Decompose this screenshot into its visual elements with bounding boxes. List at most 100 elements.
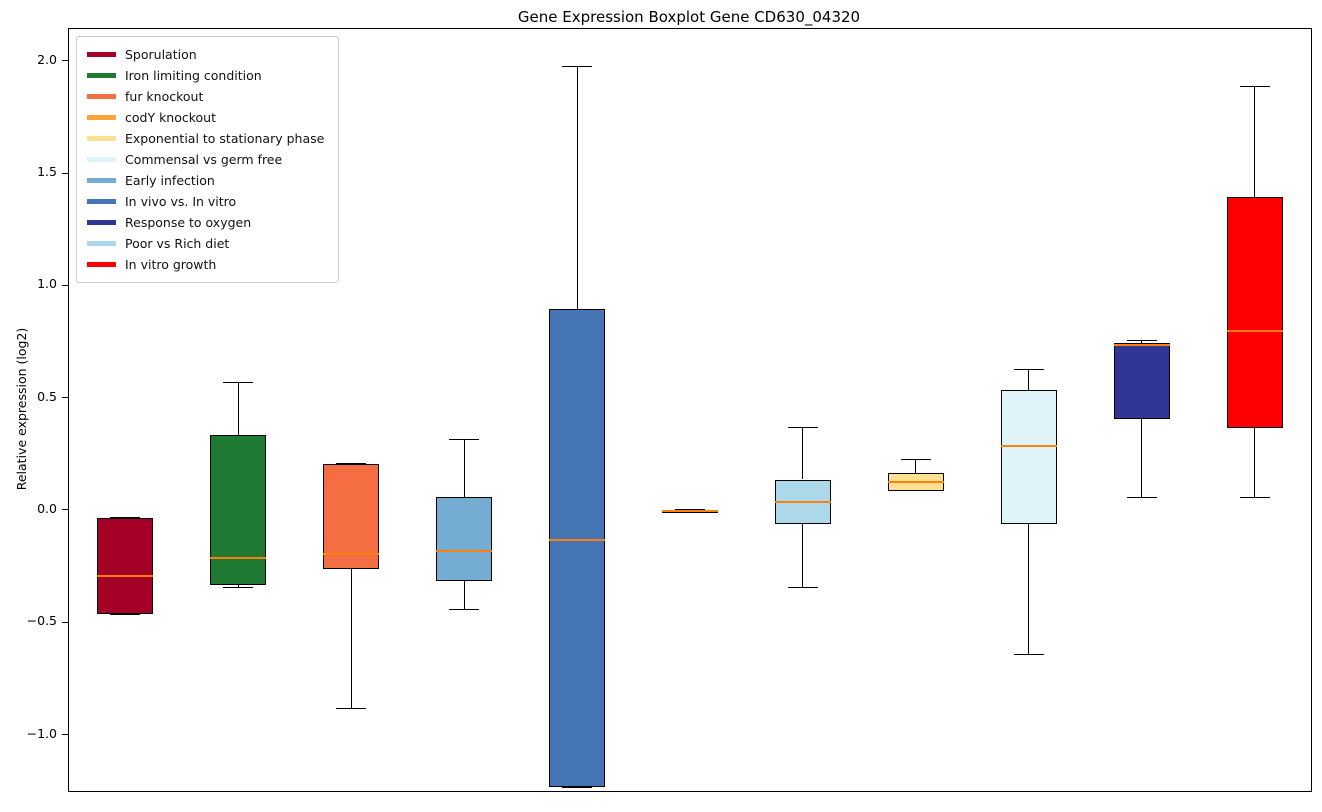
median-line [323,552,380,555]
box [323,463,380,570]
whisker-line [802,524,804,588]
legend-item: Exponential to stationary phase [87,128,324,149]
median-line [549,539,606,542]
whisker-cap [110,613,141,615]
legend-label: In vitro growth [125,257,217,272]
median-line [1226,330,1283,333]
legend-swatch [87,241,116,246]
legend-item: In vitro growth [87,254,324,275]
box [1113,342,1170,419]
legend-label: fur knockout [125,89,204,104]
whisker-cap [787,427,818,429]
whisker-cap [787,586,818,588]
whisker-line [237,382,239,435]
whisker-line [237,585,239,588]
whisker-cap [900,490,931,492]
legend-label: Exponential to stationary phase [125,131,325,146]
whisker-cap [1239,85,1270,87]
whisker-cap [900,458,931,460]
y-tick-mark [62,60,68,62]
whisker-line [576,66,578,309]
median-line [210,557,267,560]
legend-label: Sporulation [125,47,197,62]
whisker-line [915,459,917,473]
legend-swatch [87,73,116,78]
whisker-cap [1126,339,1157,341]
legend-swatch [87,262,116,267]
whisker-cap [223,586,254,588]
y-tick-mark [62,734,68,736]
whisker-cap [1239,496,1270,498]
y-tick-mark [62,284,68,286]
legend-swatch [87,52,116,57]
box [436,497,493,581]
legend-swatch [87,136,116,141]
y-tick-mark [62,172,68,174]
whisker-cap [223,382,254,384]
box [210,434,267,586]
legend-label: Poor vs Rich diet [125,236,230,251]
y-tick-label: 1.5 [37,164,57,180]
legend: Sporulation Iron limiting condition fur kn… [76,36,340,283]
whisker-line [1028,369,1030,390]
whisker-line [350,569,352,709]
whisker-line [1141,340,1143,343]
whisker-cap [562,65,593,67]
legend-label: In vivo vs. In vitro [125,194,237,209]
plot-area: Sporulation Iron limiting condition fur kn… [68,28,1312,792]
legend-swatch [87,178,116,183]
legend-item: Poor vs Rich diet [87,233,324,254]
y-tick-label: −0.5 [26,613,57,629]
box [1226,196,1283,428]
whisker-cap [1126,496,1157,498]
y-tick-label: 1.0 [37,276,57,292]
legend-item: Sporulation [87,44,324,65]
y-tick-mark [62,621,68,623]
y-axis: 2.0 1.5 1.0 0.5 0.0 −0.5 −1.0 [0,28,68,790]
whisker-line [802,427,804,480]
y-tick-label: 0.5 [37,388,57,404]
legend-label: codY knockout [125,110,217,125]
median-line [436,550,493,553]
y-tick-mark [62,397,68,399]
whisker-cap [336,708,367,710]
y-tick-label: 0.0 [37,500,57,516]
whisker-cap [449,609,480,611]
whisker-line [1028,524,1030,655]
legend-item: Iron limiting condition [87,65,324,86]
legend-swatch [87,94,116,99]
legend-label: Early infection [125,173,215,188]
box [549,308,606,788]
whisker-line [463,580,465,610]
legend-label: Iron limiting condition [125,68,262,83]
legend-swatch [87,115,116,120]
legend-label: Commensal vs germ free [125,152,283,167]
chart-title: Gene Expression Boxplot Gene CD630_04320 [517,8,861,26]
box [1000,389,1057,525]
median-line [887,480,944,483]
box [97,517,154,615]
legend-label: Response to oxygen [125,215,252,230]
y-tick-label: 2.0 [37,51,57,67]
legend-swatch [87,220,116,225]
whisker-line [1254,86,1256,197]
legend-item: Early infection [87,170,324,191]
whisker-cap [1013,654,1044,656]
median-line [1113,343,1170,346]
legend-item: Response to oxygen [87,212,324,233]
median-line [1000,444,1057,447]
legend-swatch [87,199,116,204]
legend-item: Commensal vs germ free [87,149,324,170]
legend-item: fur knockout [87,86,324,107]
whisker-line [463,439,465,498]
legend-item: In vivo vs. In vitro [87,191,324,212]
legend-item: codY knockout [87,107,324,128]
whisker-cap [1013,368,1044,370]
median-line [97,575,154,578]
whisker-line [1141,418,1143,498]
legend-swatch [87,157,116,162]
whisker-line [1254,427,1256,498]
y-tick-mark [62,509,68,511]
median-line [662,509,718,512]
